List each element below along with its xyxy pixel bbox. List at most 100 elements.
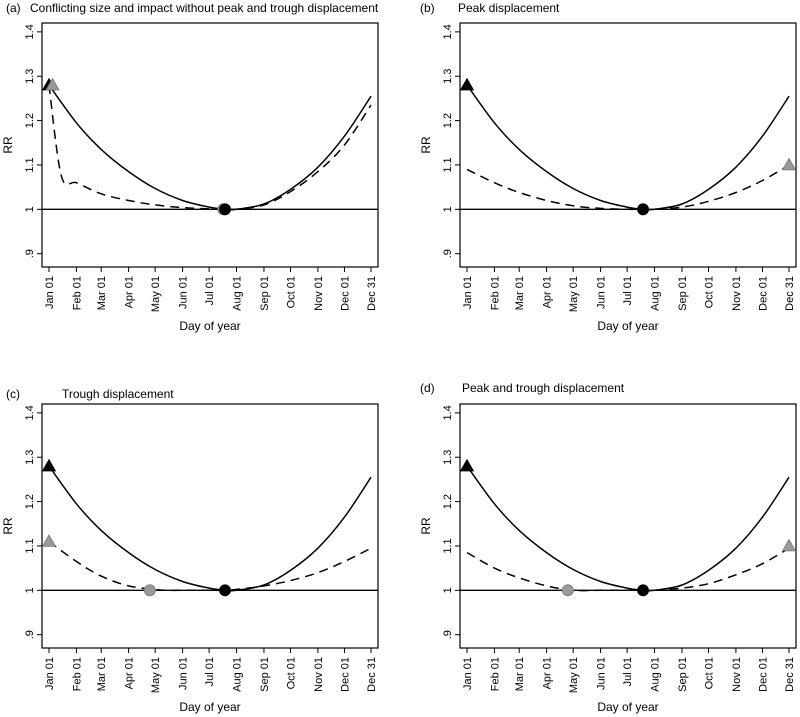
y-tick-label: 1 [24, 206, 36, 212]
triangle-marker [459, 77, 475, 91]
panel-title: Peak and trough displacement [462, 381, 625, 395]
y-tick-label: 1.4 [442, 24, 454, 39]
panel-title: Trough displacement [62, 387, 174, 401]
series-line-dashed [48, 540, 372, 592]
x-tick-label: Apr 01 [124, 657, 136, 689]
x-tick-label: Feb 01 [489, 657, 501, 691]
circle-marker [637, 584, 649, 597]
triangle-marker [781, 157, 797, 171]
y-tick-label: .9 [442, 630, 454, 639]
y-tick-label: 1.2 [24, 113, 36, 128]
y-tick-label: 1.3 [24, 450, 36, 465]
x-tick-label: Sep 01 [677, 657, 689, 692]
x-tick-label: Dec 01 [757, 657, 769, 692]
x-tick-label: Oct 01 [286, 657, 298, 689]
y-tick-label: 1.1 [442, 538, 454, 553]
series-line-solid [466, 465, 790, 592]
x-tick-label: Jan 01 [462, 276, 474, 309]
circle-marker [143, 584, 156, 597]
x-axis-label: Day of year [597, 319, 658, 333]
series-line-dashed [48, 84, 372, 211]
x-tick-label: Jun 01 [596, 276, 608, 309]
series-line-solid [48, 84, 372, 211]
y-tick-label: 1.1 [24, 538, 36, 553]
x-tick-label: May 01 [568, 657, 580, 693]
x-tick-label: Jul 01 [622, 276, 634, 305]
y-tick-label: 1 [442, 206, 454, 212]
panel-tag: (a) [6, 1, 21, 15]
y-axis-label: RR [1, 136, 15, 154]
triangle-marker [41, 458, 57, 472]
series-line-dashed [466, 164, 790, 211]
x-axis-label: Day of year [179, 700, 240, 714]
y-tick-label: 1.3 [24, 69, 36, 84]
y-tick-label: .9 [24, 630, 36, 639]
y-tick-label: 1.4 [24, 24, 36, 39]
y-axis-label: RR [419, 136, 433, 154]
plot-frame [41, 22, 379, 268]
x-tick-label: Jul 01 [622, 657, 634, 686]
x-axis-label: Day of year [179, 319, 240, 333]
y-tick-label: 1.1 [442, 157, 454, 172]
x-tick-label: Nov 01 [313, 657, 325, 692]
plot-frame [459, 403, 797, 649]
triangle-marker [781, 538, 797, 552]
series-line-solid [48, 465, 372, 592]
x-tick-label: Aug 01 [232, 657, 244, 692]
panel-c: (c) Trough displacement .9 1 1.1 1.2 1.3 1.4 RR J… [1, 387, 379, 714]
x-tick-label: Nov 01 [731, 657, 743, 692]
y-tick-label: 1.4 [442, 405, 454, 420]
x-tick-label: Mar 01 [514, 276, 526, 310]
x-tick-label: May 01 [150, 657, 162, 693]
x-tick-label: Apr 01 [124, 276, 136, 308]
x-tick-label: Feb 01 [71, 657, 83, 691]
x-tick-label: Dec 31 [784, 657, 796, 692]
panel-tag: (d) [420, 381, 435, 395]
x-tick-label: May 01 [150, 276, 162, 312]
circle-marker [219, 203, 231, 216]
y-tick-label: 1 [442, 587, 454, 593]
x-tick-label: Feb 01 [489, 276, 501, 310]
y-tick-label: 1.1 [24, 157, 36, 172]
y-tick-label: .9 [24, 249, 36, 258]
y-axis-label: RR [419, 517, 433, 535]
x-tick-label: Dec 01 [339, 657, 351, 692]
x-tick-label: Jun 01 [178, 657, 190, 690]
series-line-solid [466, 84, 790, 211]
x-tick-label: Jan 01 [462, 657, 474, 690]
x-tick-label: Oct 01 [704, 657, 716, 689]
x-tick-label: Aug 01 [232, 276, 244, 311]
plot-frame [459, 22, 797, 268]
x-tick-label: Mar 01 [96, 657, 108, 691]
x-tick-label: Jun 01 [178, 276, 190, 309]
x-tick-label: Aug 01 [650, 657, 662, 692]
x-tick-label: Mar 01 [96, 276, 108, 310]
x-tick-label: Dec 31 [366, 276, 378, 311]
y-tick-label: 1.2 [442, 494, 454, 509]
panel-tag: (b) [420, 1, 435, 15]
y-tick-label: 1 [24, 587, 36, 593]
y-tick-label: 1.4 [24, 405, 36, 420]
x-tick-label: Sep 01 [259, 276, 271, 311]
circle-marker [219, 584, 231, 597]
x-tick-label: Jan 01 [44, 657, 56, 690]
panel-b: (b) Peak displacement .9 1 1.1 1.2 1.3 1.4 RR Jan… [419, 1, 797, 333]
x-tick-label: Apr 01 [542, 657, 554, 689]
x-tick-label: May 01 [568, 276, 580, 312]
x-tick-label: Mar 01 [514, 657, 526, 691]
x-tick-label: Oct 01 [704, 276, 716, 308]
x-tick-label: Sep 01 [677, 276, 689, 311]
series-line-dashed [466, 547, 790, 592]
circle-marker [637, 203, 649, 216]
y-tick-label: 1.2 [442, 113, 454, 128]
x-tick-label: Jul 01 [204, 276, 216, 305]
plot-frame [41, 403, 379, 649]
triangle-marker [459, 458, 475, 472]
triangle-marker [41, 534, 57, 547]
x-tick-label: Jan 01 [44, 276, 56, 309]
panel-tag: (c) [6, 387, 20, 401]
x-tick-label: Jul 01 [204, 657, 216, 686]
circle-marker [561, 584, 574, 597]
y-axis-label: RR [1, 517, 15, 535]
